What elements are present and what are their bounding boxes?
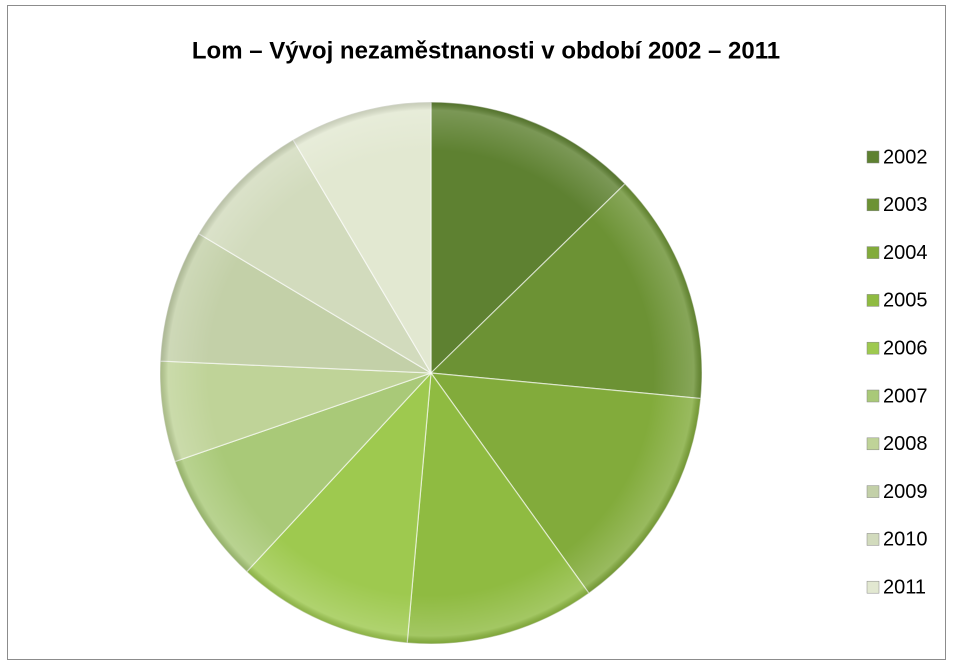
legend-label: 2006: [883, 337, 928, 359]
legend-swatch: [866, 533, 880, 546]
legend-swatch: [866, 294, 880, 307]
legend-label: 2003: [883, 194, 928, 216]
legend-label: 2011: [883, 576, 926, 598]
legend-label: 2008: [883, 433, 928, 455]
legend-label: 2002: [883, 146, 928, 168]
legend-swatch: [866, 341, 880, 355]
legend-label: 2010: [883, 529, 928, 551]
chart-title: Lom – Vývoj nezaměstnanosti v období 200…: [192, 37, 780, 64]
legend-swatch: [866, 485, 880, 498]
legend-label: 2009: [883, 481, 928, 503]
legend: 2002 2003 2004 2005 2006 2007 2008 2009 2010 2011: [866, 146, 928, 598]
legend-swatch: [866, 437, 880, 451]
legend-swatch: [866, 389, 880, 403]
legend-label: 2005: [883, 290, 928, 312]
legend-swatch: [866, 580, 880, 594]
legend-swatch: [866, 246, 880, 259]
legend-swatch: [866, 150, 880, 164]
legend-swatch: [866, 198, 880, 212]
legend-label: 2004: [883, 242, 928, 264]
legend-label: 2007: [883, 385, 928, 407]
pie: [159, 101, 703, 645]
